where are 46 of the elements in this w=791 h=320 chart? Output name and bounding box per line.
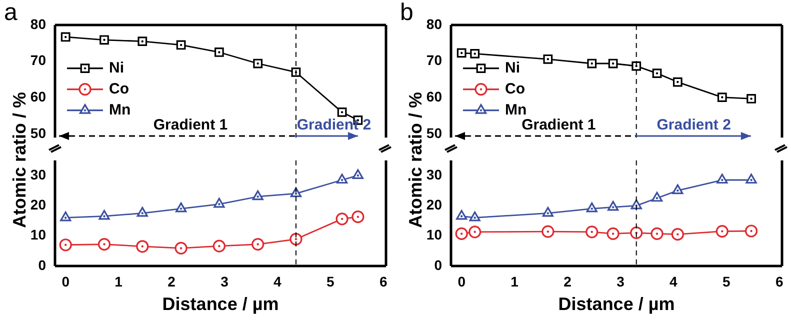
- chart-title: a: [4, 0, 18, 26]
- y-tick-label: 60: [30, 88, 46, 105]
- y-tick-label: 30: [426, 166, 442, 182]
- x-tick-label: 3: [616, 273, 625, 290]
- chart-title: b: [400, 0, 414, 26]
- legend-label: Ni: [505, 59, 520, 76]
- y-tick-label: 60: [426, 88, 442, 105]
- y-axis-title: Atomic ratio / %: [10, 92, 30, 228]
- y-tick-label: 70: [30, 52, 46, 68]
- y-tick-label: 0: [434, 256, 442, 273]
- y-tick-label: 10: [426, 226, 442, 243]
- y-tick-label: 20: [30, 196, 46, 213]
- x-axis-title: Distance / µm: [162, 294, 279, 314]
- x-tick-label: 1: [114, 273, 123, 290]
- x-tick-label: 6: [775, 273, 784, 290]
- annotation: Gradient 2: [296, 116, 372, 134]
- legend-label: Co: [109, 80, 129, 98]
- x-tick-label: 4: [670, 273, 678, 290]
- x-tick-label: 2: [564, 273, 572, 290]
- annotation: Gradient 1: [522, 116, 596, 134]
- x-tick-label: 5: [722, 273, 730, 290]
- y-tick-label: 50: [30, 124, 46, 141]
- annotation: Gradient 1: [153, 116, 228, 134]
- y-tick-label: 80: [30, 16, 46, 32]
- y-tick-label: 30: [30, 166, 46, 182]
- y-tick-label: 80: [426, 16, 442, 32]
- x-tick-label: 4: [274, 273, 282, 290]
- x-tick-label: 6: [379, 273, 388, 290]
- y-tick-label: 50: [426, 124, 442, 141]
- legend-label: Co: [505, 80, 525, 98]
- y-tick-label: 0: [38, 256, 46, 273]
- legend-label: Mn: [109, 101, 131, 118]
- legend-label: Ni: [109, 59, 124, 76]
- annotation: Gradient 2: [656, 116, 731, 134]
- x-tick-label: 1: [510, 273, 519, 290]
- y-tick-label: 20: [426, 196, 442, 213]
- legend-label: Mn: [505, 101, 527, 118]
- x-tick-label: 5: [326, 273, 334, 290]
- y-axis-title: Atomic ratio / %: [406, 92, 426, 228]
- x-tick-label: 3: [220, 273, 229, 290]
- y-tick-label: 70: [426, 52, 442, 68]
- x-axis-title: Distance / µm: [558, 294, 675, 314]
- x-tick-label: 0: [62, 273, 70, 290]
- x-tick-label: 2: [168, 273, 176, 290]
- y-tick-label: 10: [30, 226, 46, 243]
- x-tick-label: 0: [458, 273, 466, 290]
